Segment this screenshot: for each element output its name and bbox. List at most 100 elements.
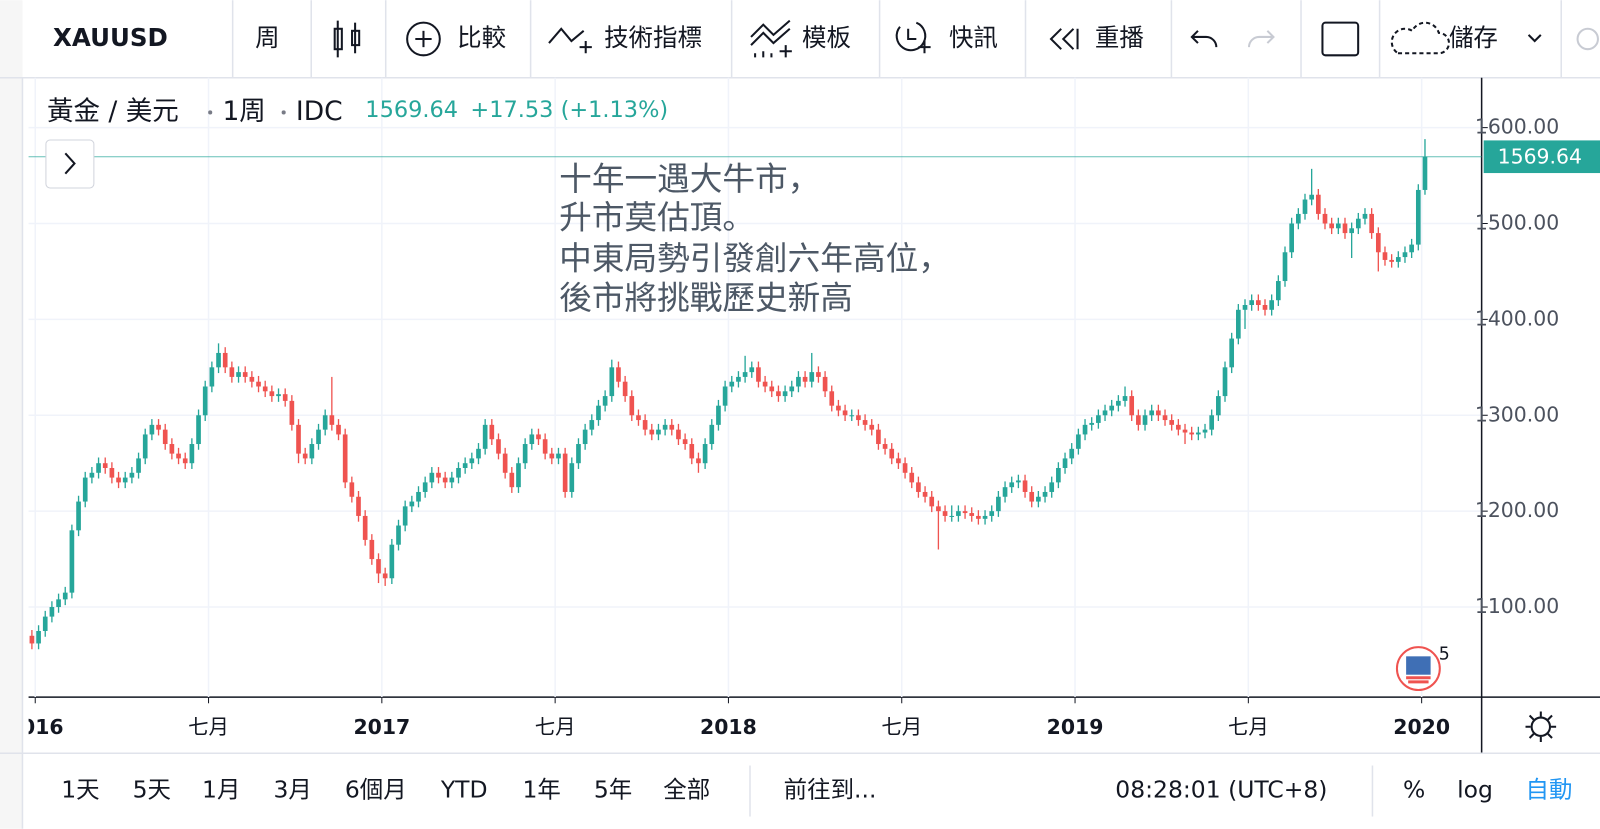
- range-button[interactable]: 1月: [202, 776, 240, 804]
- candle-body: [429, 472, 435, 483]
- candle-body: [262, 386, 268, 392]
- candle-body: [362, 515, 368, 540]
- redo-icon[interactable]: [1247, 30, 1275, 48]
- candle-body: [1242, 305, 1248, 310]
- range-button[interactable]: 1天: [61, 776, 99, 804]
- range-button[interactable]: 6個月: [345, 776, 407, 804]
- interval-button[interactable]: 周: [255, 23, 279, 52]
- y-tick-label: 1100.00: [1475, 594, 1559, 618]
- candle-body: [1395, 257, 1401, 262]
- candle-body: [389, 544, 395, 579]
- candle-body: [1142, 415, 1148, 425]
- range-button[interactable]: 5天: [133, 776, 171, 804]
- news-badge[interactable]: 5: [1395, 644, 1450, 692]
- templates-button[interactable]: 模板: [802, 23, 851, 52]
- candle-body: [356, 496, 361, 516]
- fullscreen-icon[interactable]: [1321, 21, 1360, 57]
- candle-body: [989, 511, 995, 516]
- candle-body: [242, 372, 248, 377]
- legend-toggle[interactable]: [45, 139, 95, 189]
- candle-body: [869, 424, 875, 430]
- indicators-button[interactable]: 技術指標: [604, 23, 702, 52]
- goto-button[interactable]: 前往到...: [784, 776, 877, 804]
- candle-body: [676, 429, 681, 440]
- candle-body: [196, 415, 201, 445]
- candle-body: [1302, 199, 1308, 214]
- range-button[interactable]: 5年: [594, 776, 632, 804]
- candle-body: [1262, 305, 1268, 310]
- badge-count: 5: [1439, 644, 1450, 664]
- candle-body: [1149, 410, 1155, 416]
- candle-body: [1016, 480, 1021, 483]
- candle-body: [1102, 410, 1108, 416]
- left-strip: [0, 0, 23, 829]
- range-button[interactable]: 3月: [273, 776, 311, 804]
- candle-body: [309, 444, 315, 459]
- candle-body: [1229, 338, 1235, 368]
- symbol[interactable]: XAUUSD: [53, 23, 168, 52]
- x-tick-label: 2018: [700, 715, 757, 739]
- candle-body: [876, 429, 881, 445]
- templates-icon[interactable]: [750, 19, 792, 58]
- candle-body: [469, 458, 475, 464]
- candle-body: [809, 372, 815, 382]
- candle-body: [1176, 424, 1181, 430]
- chart-style-icon[interactable]: [333, 20, 361, 58]
- candle-body: [176, 453, 181, 459]
- candle-body: [889, 448, 895, 459]
- y-tick-label: 1200.00: [1475, 498, 1559, 522]
- candle-body: [442, 477, 448, 483]
- candle-body: [36, 630, 41, 644]
- candle-body: [1202, 429, 1208, 433]
- save-icon[interactable]: [1390, 21, 1450, 55]
- gear[interactable]: [1525, 711, 1557, 743]
- save-button[interactable]: 儲存: [1449, 23, 1498, 52]
- range-button[interactable]: 1年: [522, 776, 560, 804]
- candle-body: [1282, 252, 1288, 282]
- candle-body: [536, 434, 541, 440]
- candle-body: [796, 376, 801, 387]
- clock[interactable]: 08:28:01 (UTC+8): [1115, 776, 1327, 804]
- log-toggle[interactable]: log: [1457, 776, 1493, 804]
- candle-body: [636, 415, 641, 421]
- candle-body: [776, 391, 781, 397]
- alert-icon[interactable]: [895, 21, 931, 54]
- auto-toggle[interactable]: 自動: [1526, 776, 1573, 804]
- annotation-line: 後市將挑戰歷史新高: [559, 279, 853, 317]
- indicators-icon[interactable]: [548, 27, 592, 54]
- candle-body: [1196, 432, 1201, 435]
- range-button[interactable]: YTD: [440, 776, 488, 804]
- candle-body: [576, 444, 581, 464]
- compare-icon[interactable]: [406, 21, 441, 57]
- candle-body: [522, 444, 528, 464]
- x-tick-label: 七月: [188, 715, 229, 739]
- candle-body: [562, 453, 568, 492]
- range-button[interactable]: 全部: [663, 776, 710, 804]
- settings-icon[interactable]: [1576, 27, 1599, 51]
- replay-button[interactable]: 重播: [1095, 23, 1144, 52]
- candle-body: [1382, 252, 1388, 260]
- candle-body: [682, 439, 688, 445]
- grid: 1100.00 1200.00 1300.00 1400.00 1500.00 1600.…: [28, 77, 1559, 739]
- candle-body: [122, 477, 128, 483]
- candle-body: [916, 482, 921, 492]
- candle-body: [1329, 223, 1334, 229]
- undo-icon[interactable]: [1190, 30, 1218, 48]
- candle-body: [1162, 415, 1168, 421]
- candle-body: [149, 424, 155, 435]
- save-dropdown[interactable]: [1527, 34, 1542, 43]
- candle-body: [569, 463, 575, 492]
- candle-body: [116, 477, 121, 483]
- candle-body: [949, 515, 955, 517]
- candle-body: [1209, 415, 1215, 430]
- compare-button[interactable]: 比較: [457, 23, 506, 52]
- candle-body: [1415, 189, 1421, 245]
- percent-toggle[interactable]: %: [1403, 776, 1425, 804]
- candle-body: [222, 352, 228, 368]
- replay-icon[interactable]: [1049, 28, 1079, 50]
- candle-body: [669, 424, 675, 430]
- candle-body: [756, 367, 761, 382]
- candle-body: [516, 463, 521, 488]
- alert-button[interactable]: 快訊: [949, 23, 998, 52]
- candle-body: [762, 381, 768, 387]
